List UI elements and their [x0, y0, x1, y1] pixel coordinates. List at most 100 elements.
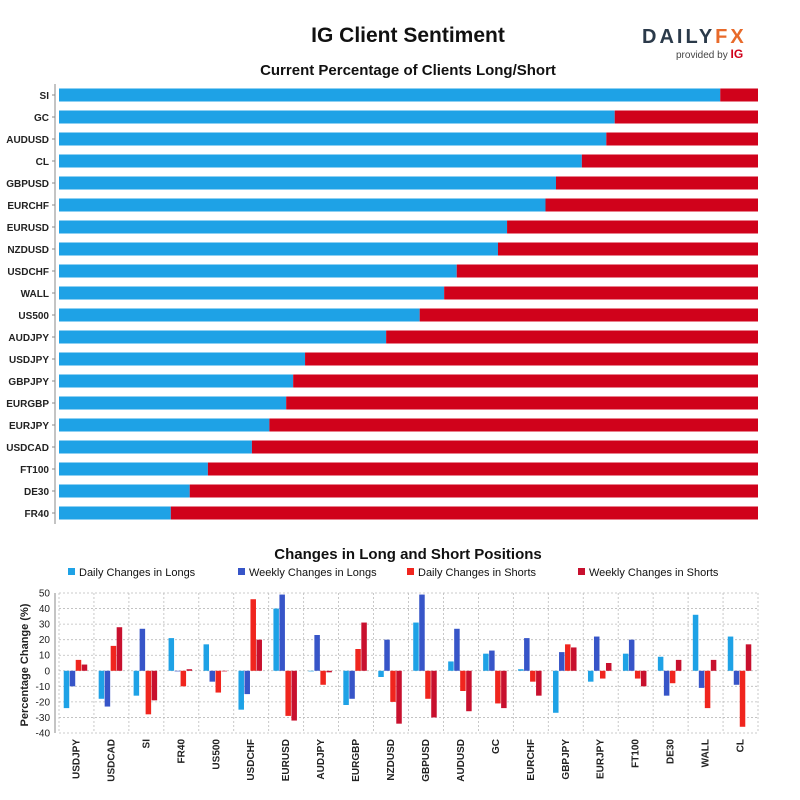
short-bar	[545, 198, 758, 212]
change-bar	[63, 670, 70, 709]
short-bar	[170, 506, 759, 520]
long-bar	[59, 88, 721, 102]
sentiment-chart-title: Current Percentage of Clients Long/Short	[260, 62, 556, 79]
long-bar	[59, 396, 287, 410]
logo-wordmark: DAILYFX	[642, 26, 747, 49]
changes-chart-title: Changes in Long and Short Positions	[274, 546, 542, 563]
category-label: USDCHF	[7, 267, 49, 278]
x-tick-label: GC	[491, 739, 502, 754]
change-bar	[250, 599, 256, 671]
change-bar	[203, 644, 210, 671]
short-bar	[456, 264, 758, 278]
change-bar	[733, 670, 740, 685]
legend-label: Daily Changes in Shorts	[418, 567, 537, 579]
change-bar	[326, 670, 332, 673]
change-bar	[349, 670, 355, 699]
short-bar	[720, 88, 758, 102]
x-tick-label: AUDJPY	[316, 739, 327, 780]
change-bar	[69, 670, 76, 687]
page-title: IG Client Sentiment	[311, 24, 505, 47]
change-bar	[628, 639, 635, 671]
short-bar	[614, 110, 758, 124]
change-bar	[378, 670, 384, 677]
change-bar	[634, 670, 641, 679]
change-bar	[413, 622, 419, 671]
category-label: CL	[36, 157, 49, 168]
change-bar	[215, 670, 222, 693]
change-bar	[524, 638, 530, 671]
logo-word-accent: FX	[715, 26, 747, 48]
category-label: DE30	[24, 487, 49, 498]
x-tick-label: GBPJPY	[561, 739, 572, 780]
change-bar	[489, 650, 495, 671]
long-bar	[59, 462, 208, 476]
x-tick-label: USDCHF	[246, 739, 257, 781]
change-bar	[384, 639, 390, 671]
short-bar	[189, 484, 758, 498]
change-bar	[110, 645, 117, 671]
change-bar	[174, 670, 181, 672]
change-bar	[483, 653, 489, 671]
long-bar	[59, 330, 387, 344]
long-bar	[59, 286, 445, 300]
x-tick-label: CL	[736, 739, 747, 752]
category-label: GC	[34, 113, 49, 124]
short-bar	[606, 132, 758, 146]
category-label: GBPJPY	[8, 377, 49, 388]
change-bar	[587, 670, 594, 682]
short-bar	[251, 440, 758, 454]
ig-logo: IG	[730, 47, 744, 61]
change-bar	[448, 661, 454, 671]
category-label: AUDJPY	[8, 333, 49, 344]
change-bar	[501, 670, 507, 709]
category-label: GBPUSD	[6, 179, 49, 190]
x-tick-label: DE30	[666, 739, 677, 764]
change-bar	[622, 653, 629, 671]
y-tick-label: 0	[44, 666, 50, 677]
change-bar	[727, 636, 734, 671]
x-tick-label: WALL	[701, 739, 712, 767]
short-bar	[386, 330, 758, 344]
y-tick-label: 30	[39, 620, 51, 631]
change-bar	[355, 649, 361, 671]
change-bar	[98, 670, 105, 699]
change-bar	[669, 670, 676, 684]
y-tick-label: -20	[36, 697, 51, 708]
y-tick-label: 40	[39, 604, 51, 615]
legend-label: Daily Changes in Longs	[79, 567, 196, 579]
long-bar	[59, 154, 582, 168]
change-bar	[116, 627, 123, 671]
short-bar	[269, 418, 758, 432]
change-bar	[291, 670, 297, 721]
change-bar	[180, 670, 187, 687]
change-bar	[657, 656, 664, 671]
change-bar	[256, 639, 262, 671]
change-bar	[454, 628, 460, 671]
change-bar	[553, 670, 559, 713]
legend-swatch	[68, 568, 75, 575]
change-bar	[460, 670, 466, 691]
sentiment-chart: SI GC AUDUSD CL GBPUSD EURCHF EURUSD NZDUSD USDC…	[6, 84, 759, 524]
change-bar	[209, 670, 216, 682]
long-bar	[59, 418, 270, 432]
change-bar	[692, 614, 699, 671]
change-bar	[419, 594, 425, 671]
short-bar	[419, 308, 758, 322]
legend-label: Weekly Changes in Shorts	[589, 567, 719, 579]
x-tick-label: USDCAD	[106, 739, 117, 782]
change-bar	[675, 659, 682, 671]
legend-swatch	[578, 568, 585, 575]
change-bar	[133, 670, 140, 696]
long-bar	[59, 264, 457, 278]
change-bar	[343, 670, 349, 705]
change-bar	[145, 670, 152, 715]
short-bar	[286, 396, 758, 410]
short-bar	[507, 220, 758, 234]
short-bar	[444, 286, 758, 300]
short-bar	[555, 176, 758, 190]
category-label: USDJPY	[9, 355, 49, 366]
long-bar	[59, 176, 556, 190]
category-label: EURJPY	[9, 421, 49, 432]
category-label: FR40	[25, 509, 50, 520]
